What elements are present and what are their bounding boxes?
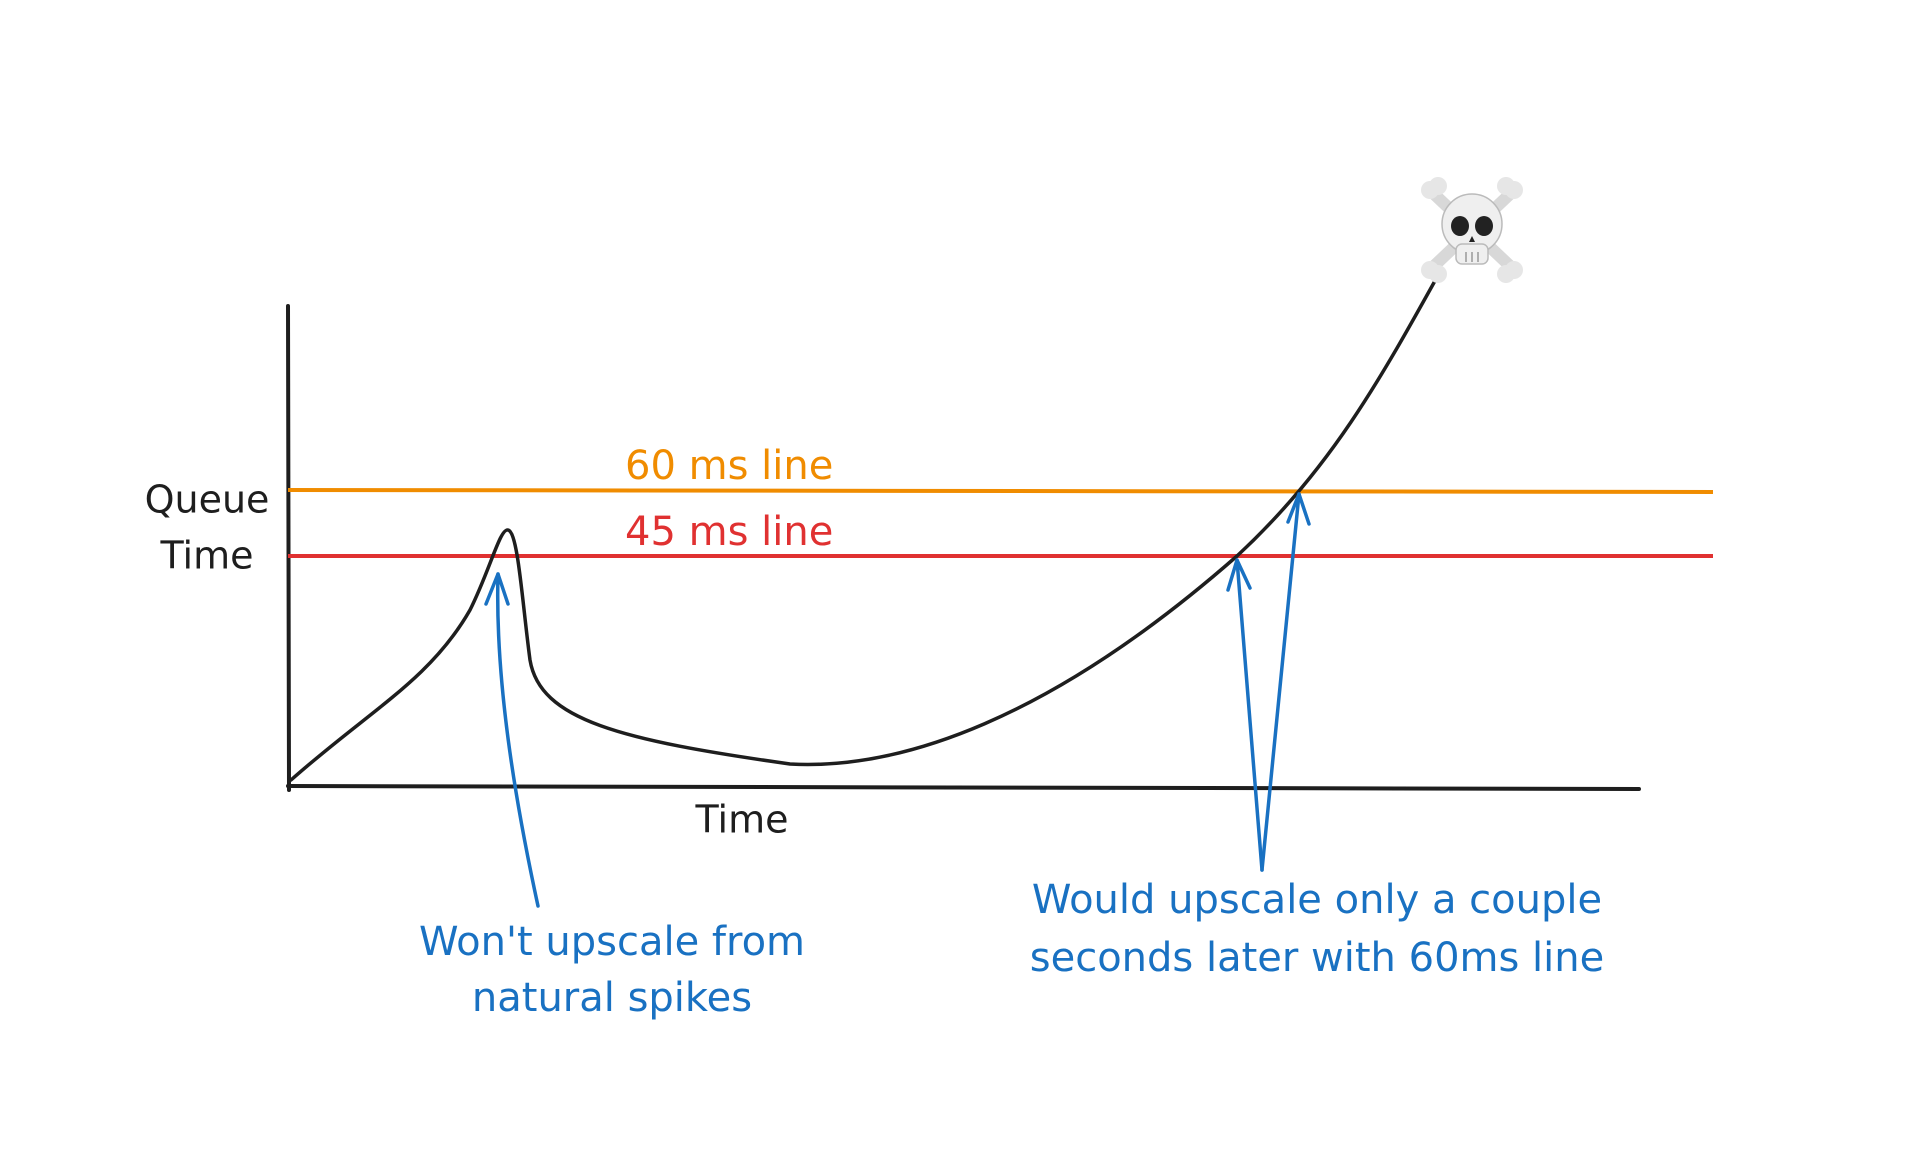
- annotation: Would upscale only a couple: [1032, 877, 1602, 923]
- annotation: natural spikes: [472, 975, 752, 1021]
- y-axis-label: Time: [160, 534, 254, 578]
- arrow: [1260, 492, 1301, 872]
- queue-curve: [289, 268, 1443, 782]
- arrow: [495, 572, 540, 908]
- y-axis: [286, 304, 291, 792]
- x-axis: [286, 784, 1641, 791]
- threshold-line: [287, 488, 1714, 494]
- threshold-label: 45 ms line: [625, 509, 833, 555]
- skull-icon: [1421, 177, 1523, 283]
- annotation: Won't upscale from: [419, 919, 805, 965]
- annotation: seconds later with 60ms line: [1030, 935, 1604, 981]
- arrowhead: [1286, 492, 1311, 526]
- arrowhead: [484, 572, 510, 606]
- arrowhead: [1226, 558, 1252, 592]
- arrow: [1235, 558, 1264, 872]
- x-axis-label: Time: [695, 798, 789, 842]
- threshold-label: 60 ms line: [625, 443, 833, 489]
- y-axis-label: Queue: [145, 478, 270, 522]
- arrows: [484, 492, 1311, 908]
